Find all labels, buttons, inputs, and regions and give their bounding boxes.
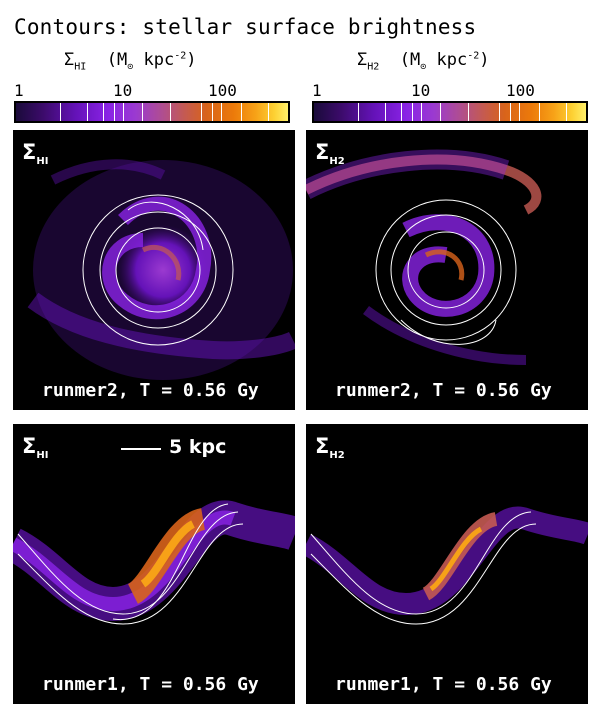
panel-symbol: ΣH2 — [315, 434, 345, 462]
gas-map-image — [306, 149, 542, 365]
panel-caption: runmer1, T = 0.56 Gy — [335, 674, 552, 695]
panel-symbol: ΣHI — [22, 140, 49, 168]
scale-bar — [121, 448, 161, 450]
scale-bar-label: 5 kpc — [169, 436, 227, 458]
gas-map-image — [306, 506, 588, 625]
panel-symbol: ΣHI — [22, 434, 49, 462]
tick-label: 10 — [113, 81, 133, 100]
tick-label: 1 — [14, 81, 24, 100]
panel-h2-runmer1: ΣH2 runmer1, T = 0.56 Gy — [306, 424, 588, 704]
gas-map-image — [27, 159, 295, 380]
gas-map-image — [13, 500, 295, 625]
tick-label: 1 — [312, 81, 322, 100]
panel-caption: runmer1, T = 0.56 Gy — [42, 674, 259, 695]
colorbar-label-hi: ΣHI (M⊙ kpc-2) — [64, 50, 197, 73]
panel-symbol: ΣH2 — [315, 140, 345, 168]
colorbar-label-h2: ΣH2 (M⊙ kpc-2) — [357, 50, 490, 73]
tick-label: 100 — [208, 81, 237, 100]
colorbar-h2 — [312, 101, 588, 123]
panel-caption: runmer2, T = 0.56 Gy — [42, 380, 259, 401]
panel-hi-runmer1: ΣHI 5 kpc runmer1, T = 0.56 Gy — [13, 424, 295, 704]
panel-h2-runmer2: ΣH2 runmer2, T = 0.56 Gy — [306, 130, 588, 410]
panel-hi-runmer2: ΣHI runmer2, T = 0.56 Gy — [13, 130, 295, 410]
figure-title: Contours: stellar surface brightness — [14, 15, 477, 39]
tick-label: 100 — [506, 81, 535, 100]
panel-caption: runmer2, T = 0.56 Gy — [335, 380, 552, 401]
tick-label: 10 — [411, 81, 431, 100]
colorbar-hi — [14, 101, 290, 123]
